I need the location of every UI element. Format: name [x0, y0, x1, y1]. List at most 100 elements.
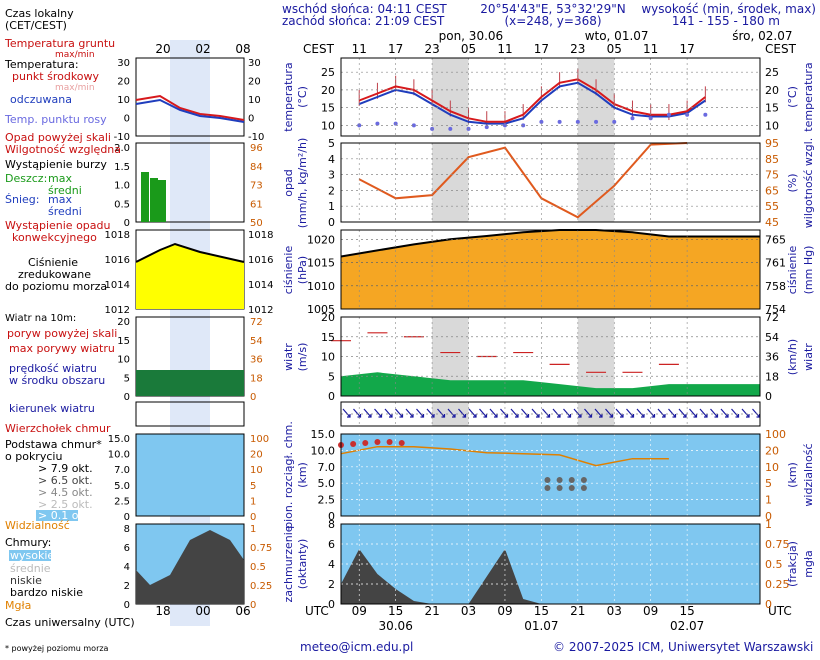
bottom-hour-tick: 21: [424, 604, 439, 618]
vis-tick-right: 100: [765, 428, 786, 441]
wind-direction-arrow: [605, 408, 614, 418]
panel-temp-bg: [341, 58, 760, 136]
cloud-top-dot: [398, 440, 405, 446]
hum-tick-right: 95: [765, 137, 779, 150]
l-temp-tick-left: 20: [117, 77, 130, 88]
height-values: 141 - 155 - 180 m: [672, 14, 780, 28]
l-wind-tick-left: 10: [117, 355, 130, 366]
footer-copy: © 2007-2025 ICM, Uniwersytet Warszawski: [553, 640, 813, 654]
wind-tick-left: 10: [321, 351, 335, 364]
axis-title-left: opad: [282, 169, 295, 196]
ground-maxmin-label: max/min: [55, 50, 95, 60]
wind-direction-arrow: [720, 408, 729, 418]
night-band: [577, 58, 615, 136]
pressure-label2: zredukowane: [18, 268, 91, 281]
wind-direction-arrow: [689, 408, 698, 418]
hum-tick-right: 75: [765, 169, 779, 182]
cloud-top-dot: [386, 439, 393, 445]
axis-title-left: (m/s): [296, 343, 309, 372]
cc-tick-left: 0: [328, 598, 335, 611]
l-windk-tick: 0: [250, 392, 256, 403]
axis-title-right: temperatura: [802, 62, 815, 131]
l-fog-tick: 0.25: [250, 581, 272, 592]
panel-temp-frame: [340, 57, 761, 137]
utc-tick: 00: [195, 604, 210, 618]
dew-point-dot: [357, 123, 362, 128]
okt-1: > 7.9 okt.: [38, 462, 93, 475]
very-low-label: bardzo niskie: [10, 586, 83, 599]
l-hum-tick: 84: [250, 162, 263, 173]
l-wind-tick-left: 15: [117, 336, 130, 347]
rain-label: Deszcz:: [5, 172, 47, 185]
snow-label: Śnieg:: [5, 193, 39, 206]
wind-direction-arrow: [353, 408, 362, 418]
bottom-hour-tick: 09: [352, 604, 367, 618]
wind-direction-arrow: [437, 408, 446, 418]
top-hour-tick: 11: [352, 42, 367, 56]
left-pressure-fill: [136, 244, 244, 309]
rain-max-label: max: [48, 172, 72, 185]
axis-title-right: wiatr: [802, 343, 815, 371]
vis-tick-right: 10: [765, 461, 779, 474]
l-pres-tick-right: 1018: [248, 230, 273, 241]
wind-direction-arrow: [405, 408, 414, 418]
l-temp-tick-right: 20: [248, 77, 261, 88]
perceived-label: odczuwana: [10, 93, 72, 106]
dew-point-dot: [612, 119, 617, 124]
wind-speed-label2: w środku obszaru: [9, 374, 105, 387]
wind-dir-label: kierunek wiatru: [9, 402, 95, 415]
axis-title-right: (mm Hg): [802, 246, 815, 295]
left-perceived-line: [135, 98, 245, 123]
l-fog-tick: 0: [250, 600, 256, 611]
fog-tick-right: 0.25: [765, 578, 790, 591]
l-vis-tick: 10: [250, 465, 263, 476]
left-panel-frame: [135, 433, 245, 517]
dew-point-dot: [502, 123, 507, 128]
axis-title-right: mgła: [802, 550, 815, 578]
rain-tick-left: 4: [328, 153, 335, 166]
dew-point-dot: [594, 119, 599, 124]
wind-tick-left: 20: [321, 311, 335, 324]
wind-tick-left: 5: [328, 370, 335, 383]
left-panel-frame: [135, 401, 245, 427]
l-pres-tick-right: 1012: [248, 305, 273, 316]
pres-tick-left: 1010: [307, 280, 335, 293]
height-title: wysokość (min, środek, max): [641, 2, 816, 16]
cloud-tick-left: 10.0: [311, 444, 336, 457]
axis-title-right: (°C): [786, 86, 799, 108]
l-hum-tick: 73: [250, 181, 263, 192]
legend-texts: Czas lokalny (CET/CEST) Temperatura grun…: [4, 7, 135, 653]
wind-direction-arrow: [552, 408, 561, 418]
local-time-label: Czas lokalny: [5, 7, 74, 20]
cloud-tick-left: 0: [328, 510, 335, 523]
cc-tick-left: 8: [328, 518, 335, 531]
cloud-top-label: Wierzchołek chmur: [5, 422, 111, 435]
l-cc-tick-left: 4: [124, 562, 130, 573]
pressure-line: [340, 229, 760, 258]
windk-tick-right: 54: [765, 331, 779, 344]
top-tz-label: CEST: [303, 42, 335, 56]
axis-title-left: pion. rozciągł. chm.: [282, 421, 295, 529]
l-cloud-tick-left: 10.0: [108, 450, 130, 461]
cloud-base-label2: o pokryciu: [5, 450, 62, 463]
okt-5: > 0.1 okt.: [38, 509, 93, 522]
footer: meteo@icm.edu.pl © 2007-2025 ICM, Uniwer…: [300, 640, 813, 654]
temperature-label: Temperatura:: [4, 58, 79, 71]
local-tick: 02: [195, 42, 210, 56]
wind-direction-arrow: [374, 408, 383, 418]
left-panel-bg: [136, 434, 244, 516]
temp-tick-left: 15: [321, 102, 335, 115]
l-cloud-tick-left: 5.0: [114, 481, 130, 492]
cloud-base-label: Podstawa chmur*: [5, 438, 102, 451]
l-cc-tick-left: 6: [124, 543, 130, 554]
sunrise-text: wschód słońca: 04:11 CEST: [282, 2, 447, 16]
gust-max-label: max porywy wiatru: [9, 342, 115, 355]
cloud-base-dot: [556, 477, 563, 483]
wind-direction-arrow: [741, 408, 750, 418]
cc-tick-left: 6: [328, 538, 335, 551]
rain-mid-label: średni: [48, 184, 82, 197]
dew-point-dot: [448, 126, 453, 131]
l-pres-tick-left: 1018: [105, 230, 130, 241]
temp-tick-right: 15: [765, 102, 779, 115]
l-fog-tick: 1: [250, 524, 256, 535]
